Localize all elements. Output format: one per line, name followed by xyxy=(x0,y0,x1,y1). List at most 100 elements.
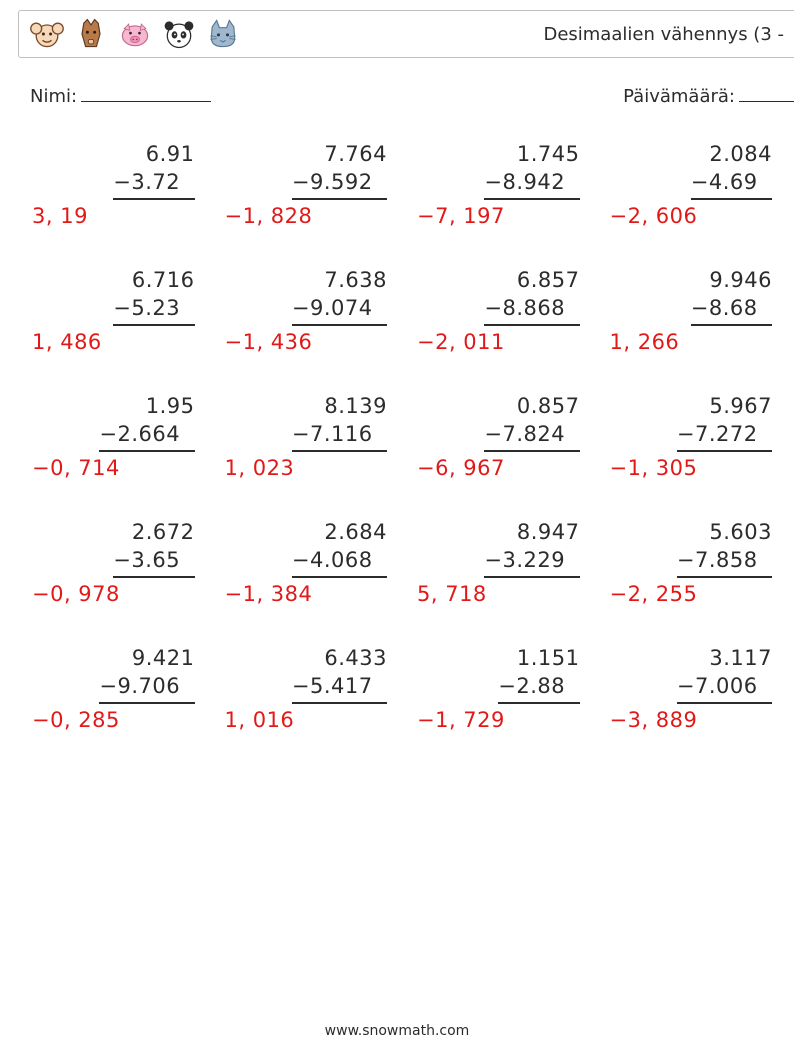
subtrahend: −4.068 xyxy=(292,546,387,577)
date-label: Päivämäärä: xyxy=(623,86,735,107)
meta-row: Nimi: Päivämäärä: xyxy=(30,82,794,107)
minuend: 6.433 xyxy=(324,644,387,672)
subtrahend: −7.272 xyxy=(677,420,772,451)
problem: 2.084−4.69 −2, 606 xyxy=(608,140,781,230)
problem-numbers: 9.946−8.68 xyxy=(608,266,781,326)
problem: 1.745−8.942 −7, 197 xyxy=(415,140,588,230)
subtrahend: −8.868 xyxy=(484,294,579,325)
problem-numbers: 7.764−9.592 xyxy=(223,140,396,200)
minuend: 8.139 xyxy=(324,392,387,420)
problem: 1.95−2.664 −0, 714 xyxy=(30,392,203,482)
minuend: 2.684 xyxy=(324,518,387,546)
subtrahend: −5.417 xyxy=(292,672,387,703)
problem: 6.857−8.868 −2, 011 xyxy=(415,266,588,356)
problem-numbers: 6.857−8.868 xyxy=(415,266,588,326)
answer: 1, 016 xyxy=(223,706,396,734)
date-blank[interactable] xyxy=(739,82,794,102)
problem-numbers: 2.672−3.65 xyxy=(30,518,203,578)
problem: 5.603−7.858 −2, 255 xyxy=(608,518,781,608)
minuend: 6.91 xyxy=(146,140,195,168)
answer: −2, 011 xyxy=(415,328,588,356)
minuend: 1.95 xyxy=(146,392,195,420)
subtrahend: −3.72 xyxy=(113,168,194,199)
answer: 1, 486 xyxy=(30,328,203,356)
problem-numbers: 0.857−7.824 xyxy=(415,392,588,452)
subtrahend: −2.88 xyxy=(498,672,579,703)
minuend: 3.117 xyxy=(709,644,772,672)
answer: −2, 606 xyxy=(608,202,781,230)
minuend: 5.967 xyxy=(709,392,772,420)
answer: 3, 19 xyxy=(30,202,203,230)
minuend: 6.857 xyxy=(517,266,580,294)
problem: 6.91−3.72 3, 19 xyxy=(30,140,203,230)
subtrahend: −7.116 xyxy=(292,420,387,451)
minuend: 7.638 xyxy=(324,266,387,294)
problem: 3.117−7.006 −3, 889 xyxy=(608,644,781,734)
problem-numbers: 6.91−3.72 xyxy=(30,140,203,200)
panda-icon xyxy=(161,16,197,52)
problem-numbers: 8.947−3.229 xyxy=(415,518,588,578)
minuend: 0.857 xyxy=(517,392,580,420)
minuend: 9.421 xyxy=(132,644,195,672)
answer: −7, 197 xyxy=(415,202,588,230)
subtrahend: −9.074 xyxy=(292,294,387,325)
problem-numbers: 7.638−9.074 xyxy=(223,266,396,326)
problem: 9.421−9.706 −0, 285 xyxy=(30,644,203,734)
problem: 5.967−7.272 −1, 305 xyxy=(608,392,781,482)
problem: 8.947−3.229 5, 718 xyxy=(415,518,588,608)
subtrahend: −7.858 xyxy=(677,546,772,577)
problem: 7.638−9.074 −1, 436 xyxy=(223,266,396,356)
subtrahend: −3.65 xyxy=(113,546,194,577)
answer: −6, 967 xyxy=(415,454,588,482)
header-bar: Desimaalien vähennys (3 - xyxy=(18,10,794,58)
subtrahend: −2.664 xyxy=(99,420,194,451)
problem-numbers: 5.967−7.272 xyxy=(608,392,781,452)
problems-grid: 6.91−3.72 3, 197.764−9.592 −1, 8281.745−… xyxy=(30,140,780,734)
cat-icon xyxy=(205,16,241,52)
worksheet-title: Desimaalien vähennys (3 - xyxy=(543,24,784,45)
answer: 5, 718 xyxy=(415,580,588,608)
subtrahend: −9.706 xyxy=(99,672,194,703)
minuend: 2.084 xyxy=(709,140,772,168)
answer: −3, 889 xyxy=(608,706,781,734)
subtrahend: −9.592 xyxy=(292,168,387,199)
problem-numbers: 9.421−9.706 xyxy=(30,644,203,704)
problem-numbers: 6.716−5.23 xyxy=(30,266,203,326)
subtrahend: −3.229 xyxy=(484,546,579,577)
subtrahend: −7.006 xyxy=(677,672,772,703)
pig-icon xyxy=(117,16,153,52)
animal-icons xyxy=(29,16,241,52)
problem: 6.716−5.23 1, 486 xyxy=(30,266,203,356)
minuend: 7.764 xyxy=(324,140,387,168)
answer: −1, 436 xyxy=(223,328,396,356)
problem-numbers: 6.433−5.417 xyxy=(223,644,396,704)
problem: 7.764−9.592 −1, 828 xyxy=(223,140,396,230)
problem: 8.139−7.116 1, 023 xyxy=(223,392,396,482)
problem-numbers: 5.603−7.858 xyxy=(608,518,781,578)
date-field: Päivämäärä: xyxy=(623,82,794,107)
problem-numbers: 3.117−7.006 xyxy=(608,644,781,704)
subtrahend: −4.69 xyxy=(691,168,772,199)
subtrahend: −5.23 xyxy=(113,294,194,325)
horse-icon xyxy=(73,16,109,52)
name-blank[interactable] xyxy=(81,82,211,102)
problem: 2.684−4.068 −1, 384 xyxy=(223,518,396,608)
subtrahend: −8.68 xyxy=(691,294,772,325)
problem: 0.857−7.824 −6, 967 xyxy=(415,392,588,482)
answer: 1, 023 xyxy=(223,454,396,482)
problem-numbers: 1.151−2.88 xyxy=(415,644,588,704)
answer: 1, 266 xyxy=(608,328,781,356)
footer-text: www.snowmath.com xyxy=(0,1023,794,1039)
answer: −0, 285 xyxy=(30,706,203,734)
answer: −1, 828 xyxy=(223,202,396,230)
answer: −0, 714 xyxy=(30,454,203,482)
minuend: 1.745 xyxy=(517,140,580,168)
problem-numbers: 1.745−8.942 xyxy=(415,140,588,200)
answer: −1, 729 xyxy=(415,706,588,734)
minuend: 9.946 xyxy=(709,266,772,294)
subtrahend: −7.824 xyxy=(484,420,579,451)
problem: 9.946−8.68 1, 266 xyxy=(608,266,781,356)
problem: 6.433−5.417 1, 016 xyxy=(223,644,396,734)
minuend: 8.947 xyxy=(517,518,580,546)
minuend: 6.716 xyxy=(132,266,195,294)
